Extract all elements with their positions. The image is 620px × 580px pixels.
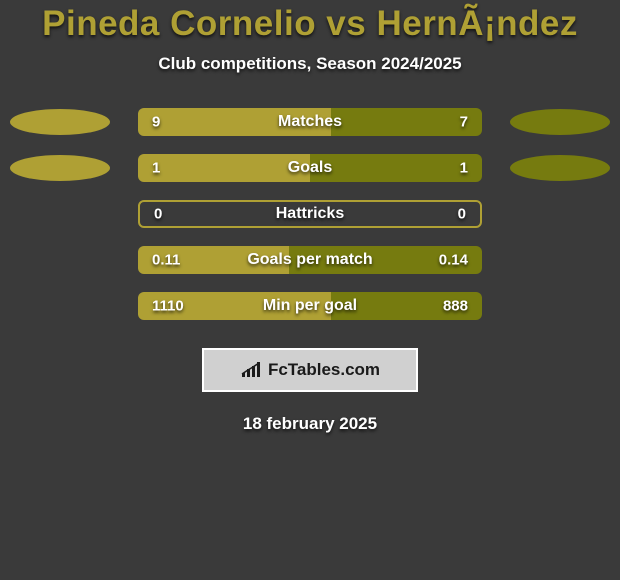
stat-label: Goals bbox=[138, 159, 482, 177]
brand-badge: FcTables.com bbox=[202, 348, 418, 392]
stat-row: 1110888Min per goal bbox=[0, 292, 620, 320]
stat-label: Goals per match bbox=[138, 251, 482, 269]
stat-label: Matches bbox=[138, 113, 482, 131]
date-label: 18 february 2025 bbox=[0, 414, 620, 434]
stat-bar: 1110888Min per goal bbox=[138, 292, 482, 320]
brand-text: FcTables.com bbox=[268, 360, 380, 380]
subtitle: Club competitions, Season 2024/2025 bbox=[0, 54, 620, 74]
right-team-ellipse bbox=[510, 109, 610, 135]
page-title: Pineda Cornelio vs HernÃ¡ndez bbox=[0, 0, 620, 44]
stat-bar: 11Goals bbox=[138, 154, 482, 182]
stat-row: 11Goals bbox=[0, 154, 620, 182]
right-team-ellipse bbox=[510, 155, 610, 181]
stat-row: 0.110.14Goals per match bbox=[0, 246, 620, 274]
left-team-ellipse bbox=[10, 155, 110, 181]
left-team-ellipse bbox=[10, 109, 110, 135]
chart-icon bbox=[240, 361, 262, 379]
stat-bar: 0.110.14Goals per match bbox=[138, 246, 482, 274]
stat-row: 00Hattricks bbox=[0, 200, 620, 228]
comparison-infographic: Pineda Cornelio vs HernÃ¡ndez Club compe… bbox=[0, 0, 620, 580]
stat-bar: 00Hattricks bbox=[138, 200, 482, 228]
stat-bar: 97Matches bbox=[138, 108, 482, 136]
stats-container: 97Matches 11Goals 00Hattricks 0.110.14Goals… bbox=[0, 108, 620, 320]
stat-row: 97Matches bbox=[0, 108, 620, 136]
stat-label: Hattricks bbox=[140, 205, 480, 223]
stat-label: Min per goal bbox=[138, 297, 482, 315]
